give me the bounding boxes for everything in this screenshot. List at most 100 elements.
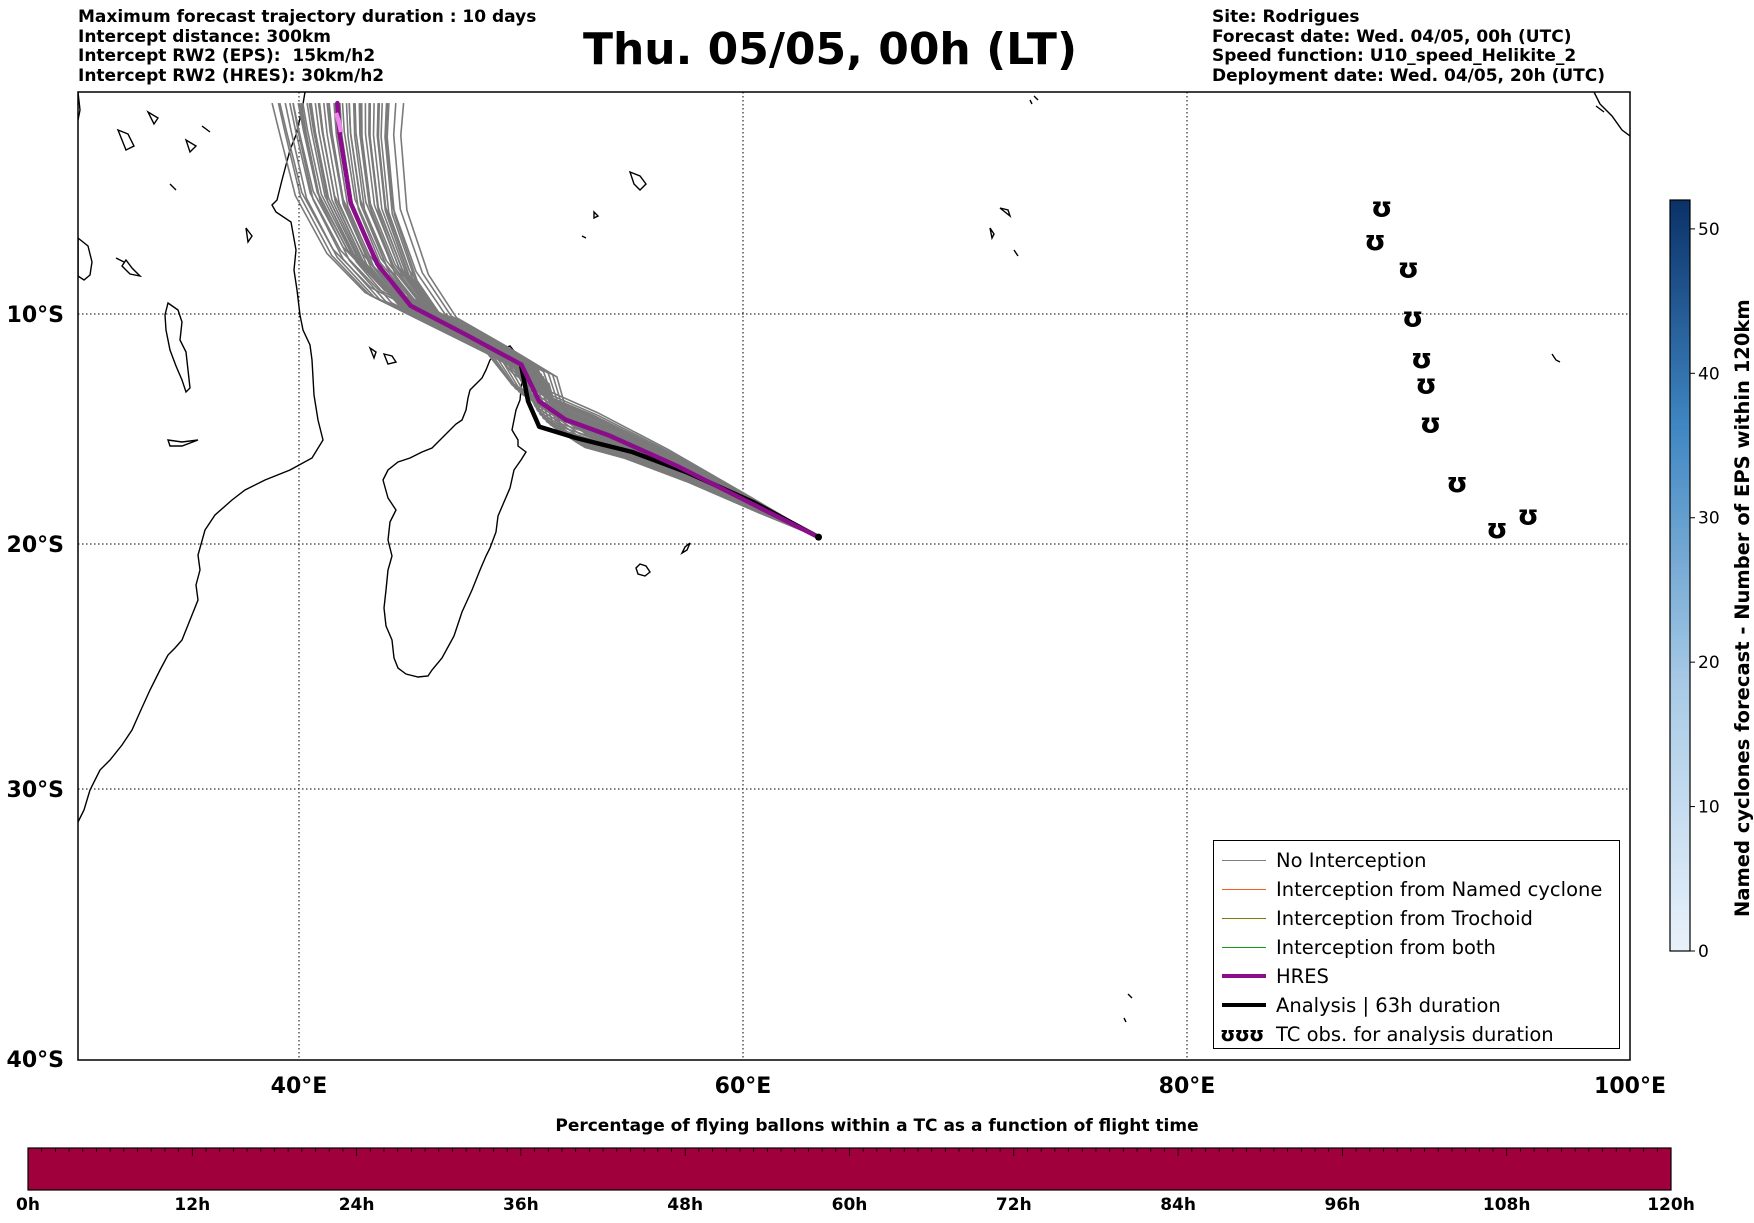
tc-observation-marker: ʊ — [1517, 498, 1539, 531]
legend-label-no-interception: No Interception — [1276, 849, 1427, 872]
header-right-line-4: Deployment date: Wed. 04/05, 20h (UTC) — [1212, 65, 1606, 86]
eps-trajectory — [300, 102, 819, 538]
sumatra-edge — [1595, 105, 1605, 113]
eps-trajectory — [392, 103, 819, 538]
comoros — [368, 346, 398, 365]
legend-row-tc-obs: ʊʊʊ TC obs. for analysis duration — [1214, 1021, 1619, 1050]
header-right-line-3: Speed function: U10_speed_Helikite_2 — [1212, 46, 1577, 66]
lake-mweru — [166, 439, 199, 447]
bottom-colorbar-tick-label: 72h — [995, 1195, 1032, 1215]
legend-swatch-hres — [1222, 974, 1266, 978]
gridlines — [78, 92, 1630, 1060]
lon-label-100e: 100°E — [1594, 1074, 1666, 1099]
bottom-colorbar-tick-label: 96h — [1324, 1195, 1361, 1215]
right-colorbar: 0 10 20 30 40 50 — [1669, 199, 1720, 962]
lake-victoria — [78, 237, 93, 281]
tc-observation-marker: ʊ — [1397, 252, 1419, 285]
header-left-line-3: Intercept RW2 (EPS): 15km/h2 — [78, 46, 376, 66]
madagascar-coastline — [382, 345, 527, 678]
eps-trajectory — [386, 103, 819, 538]
cocos-islands — [1551, 353, 1561, 363]
right-colorbar-tick-label: 0 — [1698, 942, 1709, 962]
lon-label-60e: 60°E — [715, 1074, 772, 1099]
legend-label-trochoid: Interception from Trochoid — [1276, 907, 1533, 930]
lat-label-40s: 40°S — [7, 1048, 64, 1073]
lat-label-10s: 10°S — [7, 303, 64, 328]
hres-track — [335, 100, 821, 540]
reunion-coast — [635, 563, 651, 577]
legend-swatch-trochoid — [1222, 918, 1266, 919]
eps-trajectory — [339, 103, 819, 538]
launch-site-marker — [815, 533, 823, 541]
eps-trajectory — [297, 102, 819, 538]
legend: No Interception Interception from Named … — [1213, 840, 1620, 1049]
right-colorbar-tick-label: 30 — [1698, 509, 1720, 529]
bottom-colorbar-tick-label: 120h — [1647, 1195, 1695, 1215]
legend-swatch-both — [1222, 947, 1266, 948]
header-left: Maximum forecast trajectory duration : 1… — [78, 7, 537, 86]
lat-axis-labels: 10°S 20°S 30°S 40°S — [7, 303, 64, 1073]
eps-trajectories — [271, 102, 819, 538]
bottom-colorbar-tick-label: 36h — [503, 1195, 539, 1215]
lon-label-80e: 80°E — [1159, 1074, 1216, 1099]
mauritius-coast — [680, 542, 691, 555]
bottom-colorbar-tick-label: 60h — [831, 1195, 868, 1215]
legend-row-trochoid: Interception from Trochoid — [1214, 905, 1619, 934]
eps-trajectory — [318, 103, 819, 538]
page-title: Thu. 05/05, 00h (LT) — [582, 24, 1078, 75]
maldives-pieces — [1029, 95, 1039, 105]
tc-observation-marker: ʊ — [1402, 301, 1424, 334]
lat-label-30s: 30°S — [7, 778, 64, 803]
tc-observation-marker: ʊ — [1420, 406, 1442, 439]
chagos — [989, 207, 1019, 257]
kenya-inland — [115, 110, 211, 263]
legend-swatch-no-interception — [1222, 860, 1266, 861]
tc-observation-marker: ʊ — [1411, 342, 1433, 375]
bottom-colorbar-minor-ticks — [27, 1148, 1672, 1156]
eps-trajectory — [333, 103, 819, 538]
amsterdam-islands — [1123, 993, 1133, 1023]
right-colorbar-tick-label: 50 — [1698, 220, 1720, 240]
tc-symbol-icon: ʊʊʊ — [1220, 1022, 1264, 1046]
header-left-line-1: Maximum forecast trajectory duration : 1… — [78, 7, 537, 27]
lake-malawi — [121, 258, 143, 278]
tc-observation-marker: ʊ — [1364, 224, 1386, 257]
eps-trajectory — [334, 103, 819, 538]
eps-trajectory — [341, 103, 819, 538]
header-left-line-2: Intercept distance: 300km — [78, 26, 331, 47]
eps-trajectory — [345, 103, 819, 538]
eps-trajectory — [271, 102, 819, 538]
legend-swatch-analysis — [1222, 1003, 1266, 1007]
zanzibar — [245, 227, 253, 244]
legend-row-hres: HRES — [1214, 963, 1619, 992]
legend-label-hres: HRES — [1276, 965, 1329, 988]
header-right-line-2: Forecast date: Wed. 04/05, 00h (UTC) — [1212, 26, 1572, 47]
bottom-colorbar-tick-label: 24h — [338, 1195, 375, 1215]
tc-observation-marker: ʊ — [1371, 191, 1393, 224]
legend-swatch-named-cyclone — [1222, 889, 1266, 890]
bottom-colorbar-title: Percentage of flying ballons within a TC… — [555, 1116, 1199, 1136]
bottom-colorbar-tick-label: 0h — [16, 1195, 40, 1215]
africa-coastline — [78, 92, 324, 823]
eps-trajectory — [318, 103, 819, 538]
bottom-colorbar-tick-label: 108h — [1482, 1195, 1531, 1215]
legend-row-named-cyclone: Interception from Named cyclone — [1214, 876, 1619, 905]
eps-trajectory — [292, 102, 819, 538]
tc-observation-marker: ʊ — [1446, 466, 1468, 499]
legend-row-analysis: Analysis | 63h duration — [1214, 992, 1619, 1021]
bottom-colorbar-tick-label: 12h — [174, 1195, 211, 1215]
legend-label-both: Interception from both — [1276, 936, 1496, 959]
eps-trajectory — [308, 102, 819, 538]
hres-track-start-highlight — [333, 112, 344, 133]
right-colorbar-tick-label: 40 — [1698, 364, 1720, 384]
tc-observation-marker: ʊ — [1486, 512, 1508, 545]
right-colorbar-tick-label: 10 — [1698, 798, 1720, 818]
legend-row-no-interception: No Interception — [1214, 847, 1619, 876]
eps-trajectory — [380, 103, 819, 538]
eps-trajectory — [292, 102, 819, 538]
eps-trajectory — [338, 103, 819, 538]
lon-axis-labels: 40°E 60°E 80°E 100°E — [271, 1074, 1666, 1099]
lat-label-20s: 20°S — [7, 533, 64, 558]
legend-label-tc-obs: TC obs. for analysis duration — [1276, 1023, 1554, 1046]
